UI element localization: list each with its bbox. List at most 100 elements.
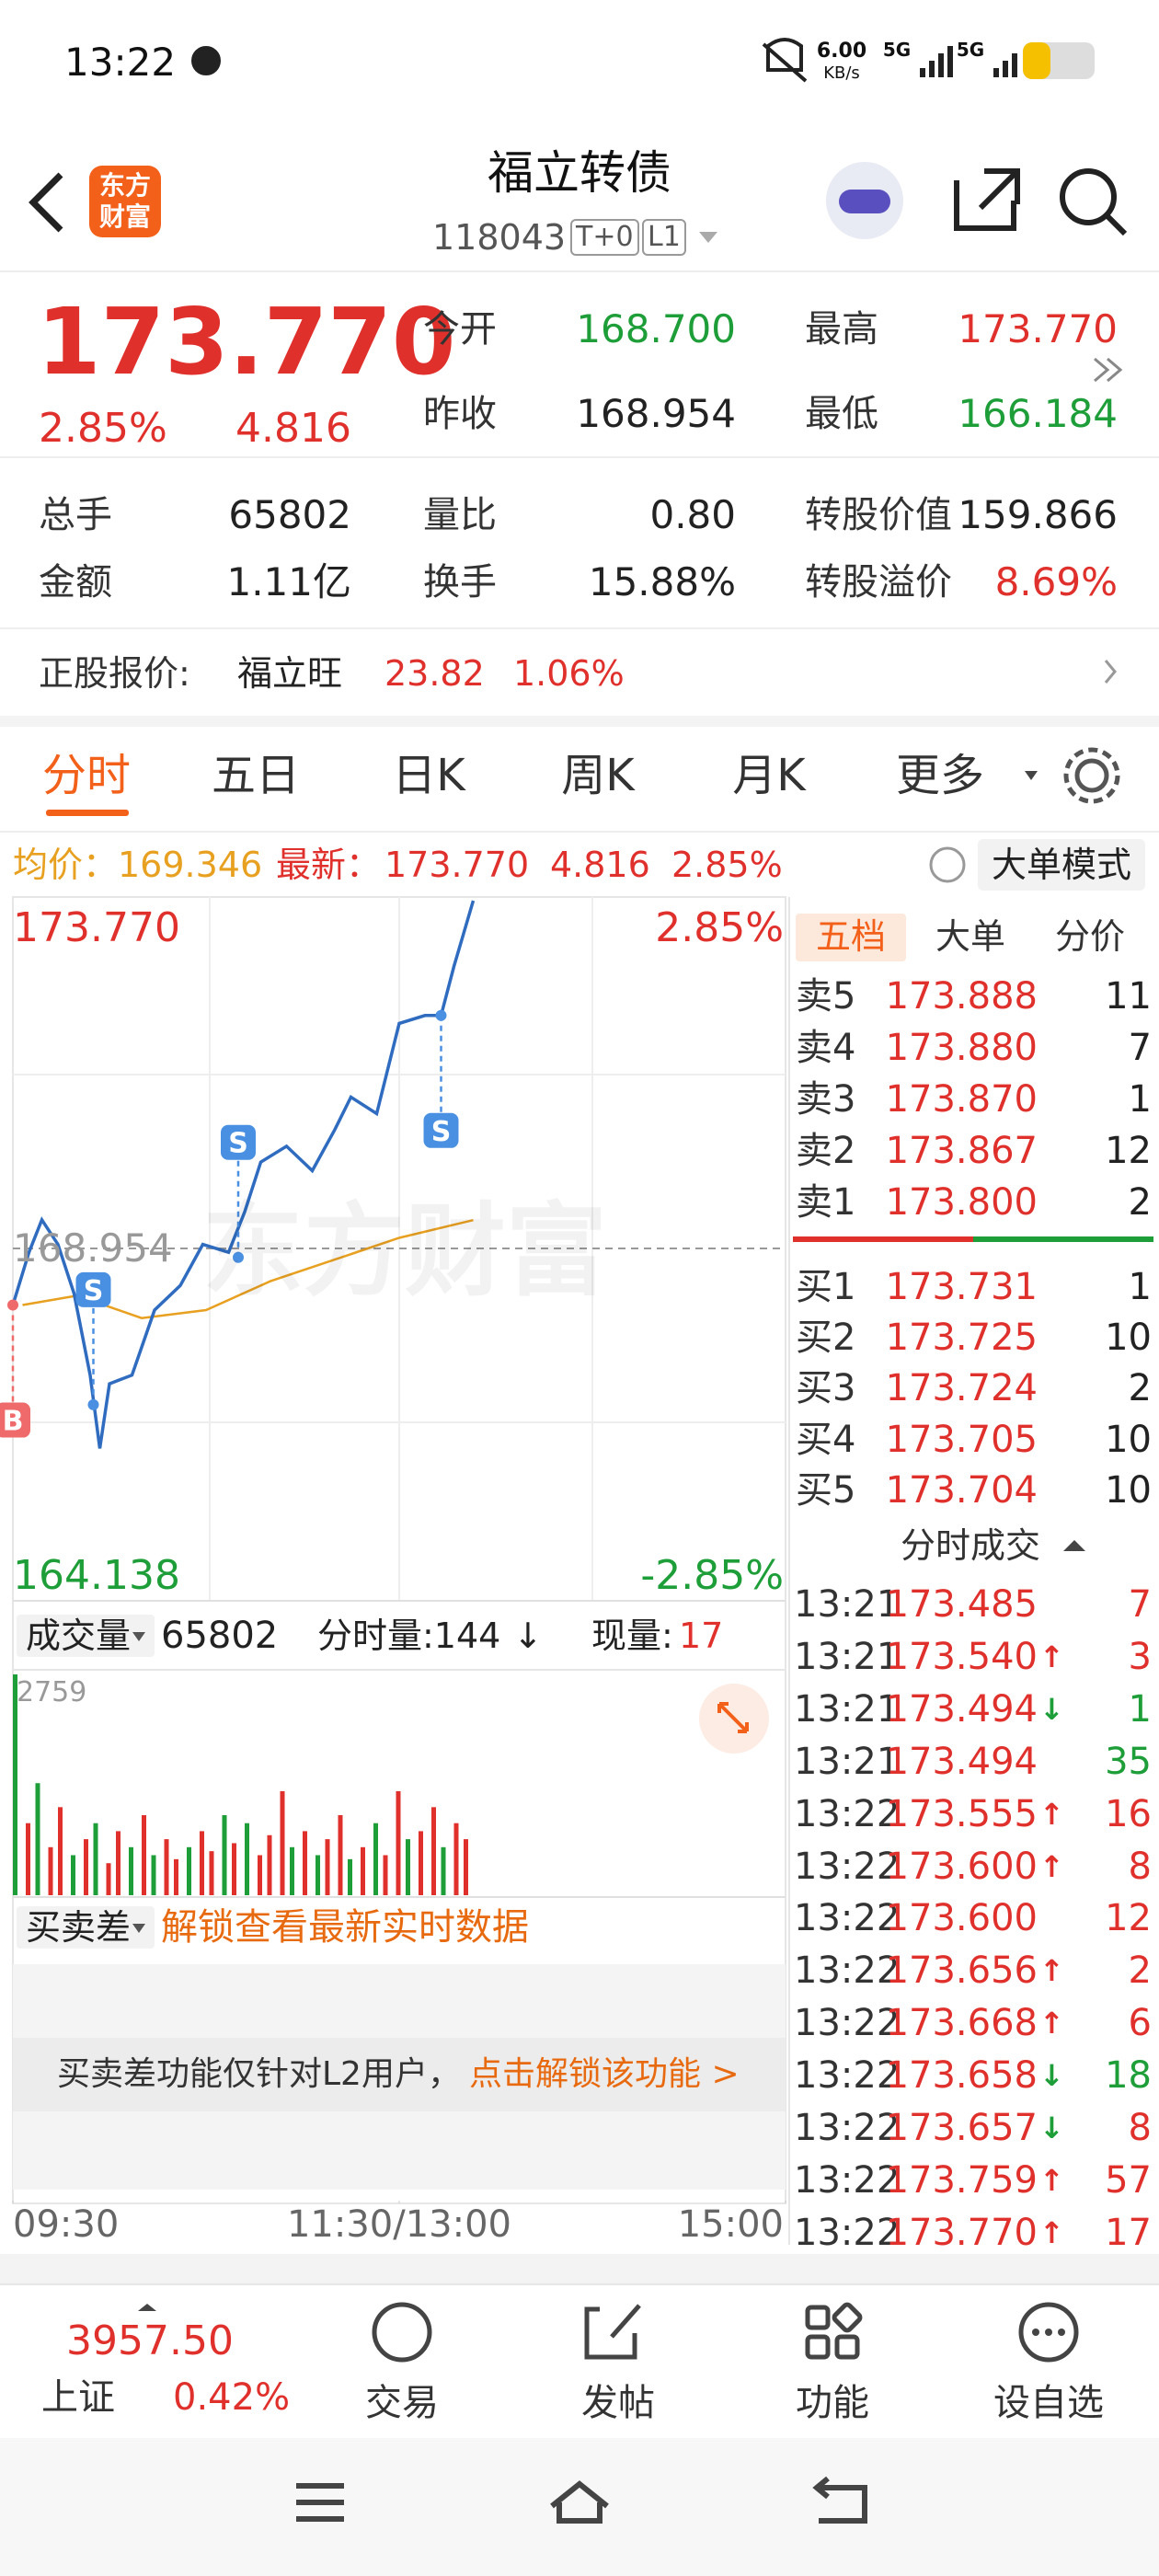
book-price: 173.870 — [885, 1078, 1038, 1121]
volume-bar — [431, 1807, 436, 1895]
volume-bar — [325, 1839, 330, 1895]
field-value: 8.69% — [994, 559, 1118, 604]
nav-item[interactable]: 设自选 — [993, 2382, 1104, 2424]
book-level: 买5 — [796, 1469, 856, 1512]
volume-bar — [258, 1855, 262, 1895]
chart-tab[interactable]: 五日 — [211, 750, 301, 801]
chart-tab[interactable]: 月K — [732, 750, 806, 801]
book-volume: 1 — [1128, 1266, 1152, 1308]
field-value: 15.88% — [588, 559, 736, 604]
chart-tab[interactable]: 周K — [561, 750, 635, 801]
market-tag: L1 — [642, 219, 686, 256]
book-volume: 10 — [1105, 1469, 1152, 1512]
book-level: 买1 — [796, 1266, 856, 1308]
volume-bar — [71, 1855, 75, 1895]
trade-price: 173.759 — [885, 2158, 1038, 2202]
book-price: 173.800 — [885, 1181, 1038, 1224]
search-icon[interactable] — [1060, 168, 1128, 236]
field-value: 173.770 — [958, 306, 1118, 351]
trade-volume: 35 — [1105, 1740, 1152, 1783]
field-value: 1.11亿 — [226, 559, 351, 604]
trade-arrow: ↓ — [1039, 2058, 1064, 2094]
function-icon[interactable] — [805, 2302, 863, 2360]
book-level: 卖4 — [796, 1027, 856, 1069]
nav-item[interactable]: 发帖 — [581, 2382, 655, 2424]
field-label: 转股溢价 — [805, 561, 952, 604]
nav-item[interactable]: 交易 — [365, 2382, 439, 2424]
avg-label: 均价： — [13, 845, 119, 885]
trade-price: 173.494 — [885, 1687, 1038, 1731]
volume-bar — [338, 1815, 343, 1895]
volume-bar — [93, 1823, 98, 1895]
trades-title: 分时成交 — [900, 1525, 1041, 1566]
trade-badge — [75, 1271, 111, 1307]
trade-icon[interactable] — [372, 2302, 432, 2363]
trade-volume: 12 — [1105, 1897, 1152, 1940]
spread-unlock[interactable]: 点击解锁该功能 > — [469, 2055, 740, 2093]
volume-bar — [441, 1846, 446, 1895]
field-label: 最高 — [805, 308, 878, 351]
trade-price: 173.656 — [885, 1949, 1038, 1993]
mode-button[interactable] — [978, 839, 1145, 891]
trade-time: 13:21 — [794, 1740, 901, 1783]
volume-bar — [187, 1846, 191, 1895]
chart-tab[interactable]: 分时 — [41, 750, 132, 801]
settings-icon[interactable] — [1063, 747, 1120, 804]
trade-time: 13:22 — [794, 1845, 901, 1888]
change-pct: 2.85% — [39, 405, 167, 452]
book-volume: 10 — [1105, 1419, 1152, 1461]
mode-button-text[interactable]: 大单模式 — [991, 845, 1132, 885]
field-value: 65802 — [228, 492, 351, 537]
trade-volume: 8 — [1128, 2107, 1152, 2149]
volume-bar — [116, 1831, 120, 1895]
trade-arrow: ↑ — [1039, 1639, 1064, 1674]
book-volume: 2 — [1128, 1367, 1152, 1409]
security-code: 118043 — [432, 217, 567, 258]
post-icon[interactable] — [584, 2304, 641, 2360]
back-icon[interactable] — [29, 172, 63, 233]
trade-arrow: ↓ — [1039, 1691, 1064, 1727]
home-key[interactable] — [550, 2480, 609, 2524]
minute-volume: 分时量:144 — [317, 1616, 501, 1656]
x-tick-label: 09:30 — [13, 2203, 120, 2246]
network-label: 5G — [956, 39, 985, 61]
field-label: 转股价值 — [805, 494, 952, 536]
trade-volume: 8 — [1128, 1845, 1152, 1888]
volume-bar — [58, 1807, 63, 1895]
field-value: 166.184 — [958, 391, 1118, 436]
book-level: 卖3 — [796, 1078, 856, 1121]
back-key[interactable] — [812, 2476, 867, 2524]
menu-key[interactable] — [296, 2483, 344, 2522]
x-tick-label: 15:00 — [677, 2203, 784, 2246]
volume-bar — [361, 1846, 365, 1895]
unlock-link[interactable]: 解锁查看最新实时数据 — [161, 1906, 529, 1949]
book-tab[interactable]: 大单 — [935, 916, 1006, 957]
book-level: 卖1 — [796, 1181, 856, 1224]
book-tab[interactable]: 分价 — [1054, 916, 1126, 957]
share-icon[interactable] — [954, 168, 1020, 231]
book-tab[interactable]: 五档 — [815, 916, 887, 957]
book-volume: 1 — [1128, 1078, 1152, 1121]
chart-tab[interactable]: 更多 — [895, 750, 985, 801]
volume-bar — [453, 1823, 459, 1895]
trade-time: 13:21 — [794, 1583, 901, 1626]
chart-tab[interactable]: 日K — [392, 750, 465, 801]
trade-time: 13:22 — [794, 1949, 901, 1993]
field-label: 今开 — [423, 308, 497, 351]
net-speed-unit: KB/s — [823, 63, 860, 83]
watchlist-icon[interactable] — [1018, 2302, 1079, 2363]
volume-bar — [84, 1839, 88, 1895]
minute-arrow: ↓ — [513, 1616, 543, 1656]
stock-price: 23.82 — [384, 653, 485, 694]
nav-item[interactable]: 功能 — [796, 2382, 869, 2424]
book-price: 173.725 — [885, 1317, 1038, 1359]
book-price: 173.705 — [885, 1419, 1038, 1461]
volume-bar — [200, 1831, 204, 1895]
avg-value: 169.346 — [118, 845, 263, 885]
volume-bar — [209, 1851, 214, 1895]
dropdown-caret[interactable] — [699, 232, 717, 243]
volume-bar — [419, 1831, 423, 1895]
volume-bar — [13, 1674, 17, 1895]
